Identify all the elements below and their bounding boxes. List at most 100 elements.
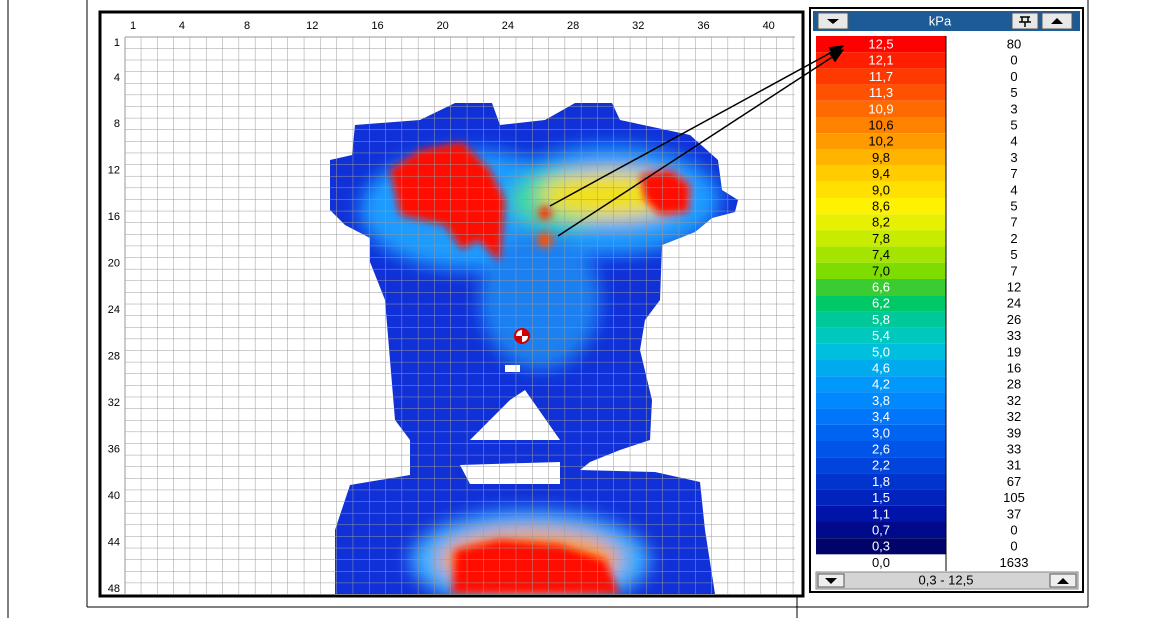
legend-count: 3: [1010, 101, 1017, 116]
legend-label: 10,9: [868, 101, 893, 116]
legend-label: 4,6: [872, 361, 890, 376]
legend-swatch: [816, 392, 946, 409]
legend-count: 33: [1007, 442, 1021, 457]
legend-count-cell: [946, 376, 1078, 393]
legend-count-cell: [946, 279, 1078, 296]
legend-count-cell: [946, 214, 1078, 231]
legend-count-cell: [946, 505, 1078, 522]
legend-count-cell: [946, 424, 1078, 441]
legend-count: 0: [1010, 69, 1017, 84]
legend-count-cell: [946, 246, 1078, 263]
legend-count: 12: [1007, 280, 1021, 295]
pin-button[interactable]: [1011, 12, 1039, 30]
legend-count-cell: [946, 84, 1078, 101]
legend-count: 5: [1010, 199, 1017, 214]
legend-label: 7,0: [872, 263, 890, 278]
legend-label: 9,8: [872, 150, 890, 165]
collapse-icon: [1051, 18, 1063, 24]
legend-count: 0: [1010, 539, 1017, 554]
legend-label: 6,2: [872, 296, 890, 311]
row-label: 32: [108, 397, 120, 409]
legend-label: 8,2: [872, 215, 890, 230]
legend-count-cell: [946, 554, 1078, 571]
legend-swatch: [816, 68, 946, 85]
legend-label: 11,3: [869, 85, 893, 100]
row-label: 44: [108, 537, 120, 549]
row-label: 8: [114, 118, 120, 130]
legend-count-cell: [946, 230, 1078, 247]
legend-count: 19: [1007, 344, 1021, 359]
legend-count: 7: [1010, 263, 1017, 278]
grid: [125, 37, 795, 594]
legend-count: 7: [1010, 215, 1017, 230]
legend-label: 9,0: [872, 182, 890, 197]
legend-count: 0: [1010, 523, 1017, 538]
legend-swatch: [816, 36, 946, 53]
column-label: 40: [763, 20, 775, 32]
legend-count: 32: [1007, 409, 1021, 424]
legend-count-cell: [946, 392, 1078, 409]
legend-swatch: [816, 554, 946, 571]
legend-count: 32: [1007, 393, 1021, 408]
legend-count-cell: [946, 408, 1078, 425]
legend-count: 16: [1007, 361, 1021, 376]
legend-count-cell: [946, 538, 1078, 555]
legend-label: 12,1: [868, 53, 893, 68]
legend-count-cell: [946, 149, 1078, 166]
legend-count-cell: [946, 343, 1078, 360]
legend-count: 2: [1010, 231, 1017, 246]
legend-count: 26: [1007, 312, 1021, 327]
legend-swatch: [816, 376, 946, 393]
legend-count-cell: [946, 360, 1078, 377]
legend-label: 7,4: [872, 247, 890, 262]
legend-count-cell: [946, 165, 1078, 182]
legend-count: 4: [1010, 182, 1017, 197]
legend-count-cell: [946, 133, 1078, 150]
legend-swatch: [816, 133, 946, 150]
row-label: 16: [108, 211, 120, 223]
annotation-arrow: [557, 49, 845, 237]
legend-swatch: [816, 181, 946, 198]
legend-swatch: [816, 165, 946, 182]
legend-count: 24: [1007, 296, 1021, 311]
column-label: 12: [306, 20, 318, 32]
legend-count-cell: [946, 311, 1078, 328]
legend-count: 67: [1007, 474, 1021, 489]
legend-swatch: [816, 117, 946, 134]
legend-count-cell: [946, 489, 1078, 506]
legend-swatch: [816, 489, 946, 506]
legend-label: 3,0: [872, 425, 890, 440]
column-label: 4: [179, 20, 185, 32]
annotation-arrow: [549, 45, 845, 207]
legend-label: 3,8: [872, 393, 890, 408]
legend-count: 28: [1007, 377, 1021, 392]
legend-count: 1633: [1000, 555, 1029, 570]
legend-swatch: [816, 441, 946, 458]
legend-label: 0,7: [872, 523, 890, 538]
range-up-icon: [1057, 578, 1069, 584]
unit-label: kPa: [929, 13, 952, 28]
row-label: 24: [108, 304, 120, 316]
legend-swatch: [816, 262, 946, 279]
legend-swatch: [816, 457, 946, 474]
legend-swatch: [816, 149, 946, 166]
legend-label: 1,5: [872, 490, 890, 505]
legend-count: 5: [1010, 85, 1017, 100]
legend-swatch: [816, 84, 946, 101]
legend-label: 12,5: [868, 37, 893, 52]
legend-rows: 12,5 80 12,1 0 11,7 0 11,3 5 10,9 3 10,6 5 10,2 4 9,8 3…: [816, 36, 1078, 571]
legend-label: 7,8: [872, 231, 890, 246]
column-label: 32: [632, 20, 644, 32]
legend-count-cell: [946, 327, 1078, 344]
pin-icon: [1019, 16, 1031, 27]
legend-swatch: [816, 311, 946, 328]
legend-label: 9,4: [872, 166, 890, 181]
legend-label: 10,2: [868, 134, 893, 149]
legend-swatch: [816, 327, 946, 344]
row-label: 40: [108, 490, 120, 502]
legend-swatch: [816, 279, 946, 296]
legend-count: 33: [1007, 328, 1021, 343]
legend-count: 5: [1010, 118, 1017, 133]
legend-count: 4: [1010, 134, 1017, 149]
legend-count: 80: [1007, 37, 1021, 52]
